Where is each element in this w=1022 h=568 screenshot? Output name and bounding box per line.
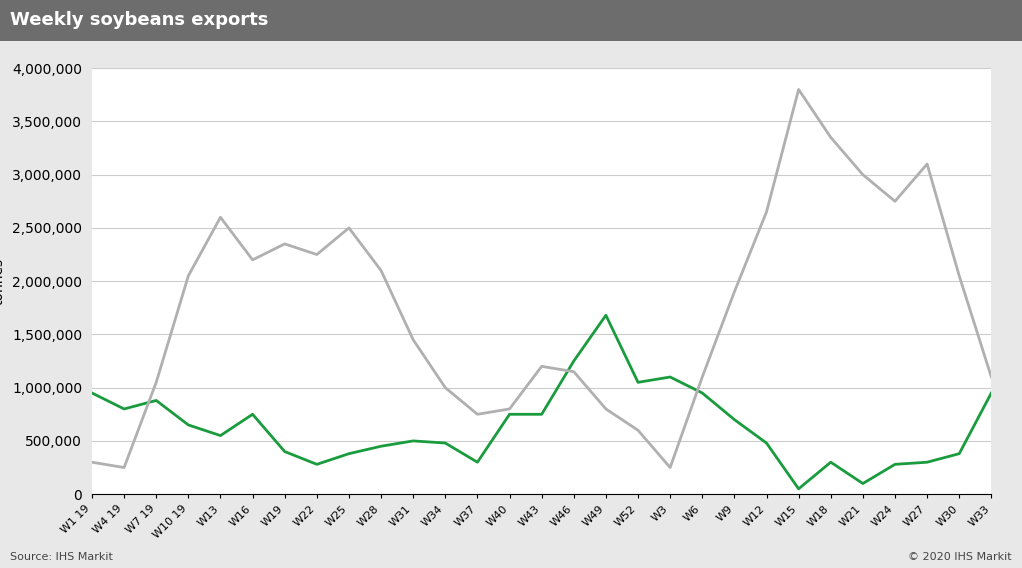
USA [236,418,248,425]
Brazil [375,267,387,274]
USA [600,312,612,319]
Text: Weekly soybeans exports: Weekly soybeans exports [10,11,269,30]
Y-axis label: tonnes: tonnes [0,258,5,304]
USA [954,450,966,457]
Brazil [407,336,419,343]
Line: Brazil: Brazil [92,90,991,467]
Brazil [86,459,98,466]
USA [792,486,804,492]
Line: USA: USA [92,315,991,489]
USA [354,448,366,454]
Brazil [954,273,966,279]
USA [86,390,98,396]
USA [985,390,997,396]
Brazil [792,86,804,93]
USA [536,411,548,417]
Brazil [364,253,376,260]
Brazil [546,365,558,371]
Brazil [118,464,130,471]
Text: © 2020 IHS Markit: © 2020 IHS Markit [909,552,1012,562]
Brazil [985,374,997,381]
USA [364,445,376,452]
USA [397,439,409,446]
Brazil [246,257,259,264]
Text: Source: IHS Markit: Source: IHS Markit [10,552,113,562]
